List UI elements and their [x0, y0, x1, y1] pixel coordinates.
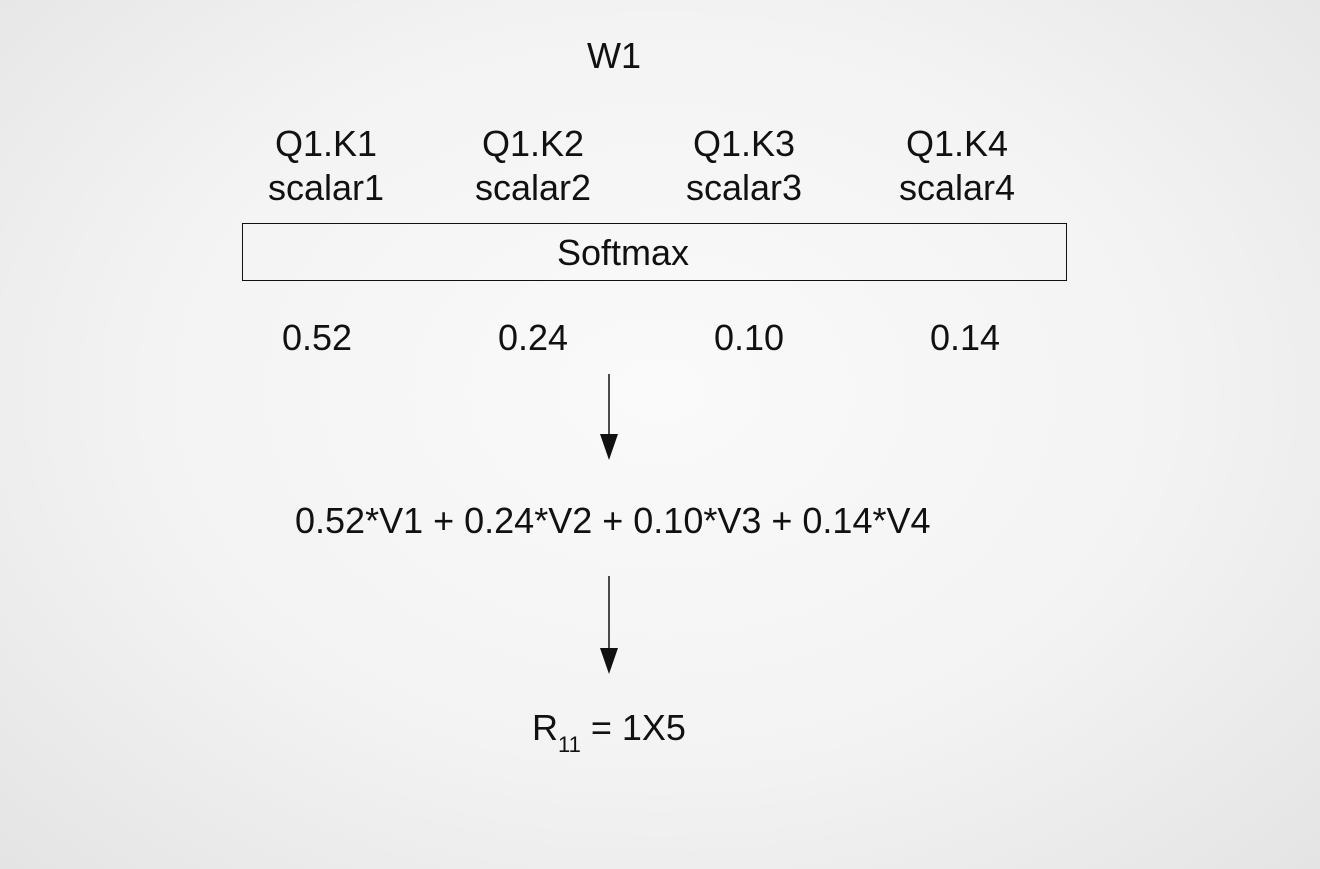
softmax-label: Softmax — [556, 232, 690, 273]
scalar-label: scalar2 — [474, 167, 592, 208]
scalar-label: scalar4 — [898, 167, 1016, 208]
result-dimension: = 1X5 — [580, 707, 686, 748]
down-arrow-icon — [600, 374, 618, 460]
result-symbol: R — [532, 707, 558, 748]
dot-product-column-2: Q1.K2 scalar2 — [433, 122, 633, 210]
scalar-label: scalar3 — [685, 167, 803, 208]
down-arrow-icon — [600, 576, 618, 674]
weighted-sum-expression: 0.52*V1 + 0.24*V2 + 0.10*V3 + 0.14*V4 — [295, 500, 931, 541]
diagram-title: W1 — [587, 35, 641, 76]
result-subscript: 11 — [558, 732, 581, 757]
dot-product-label: Q1.K3 — [692, 123, 796, 164]
dot-product-label: Q1.K2 — [481, 123, 585, 164]
softmax-weight-4: 0.14 — [929, 317, 1001, 358]
softmax-weight-3: 0.10 — [713, 317, 785, 358]
dot-product-label: Q1.K1 — [274, 123, 378, 164]
dot-product-label: Q1.K4 — [905, 123, 1009, 164]
softmax-weight-2: 0.24 — [497, 317, 569, 358]
dot-product-column-3: Q1.K3 scalar3 — [644, 122, 844, 210]
softmax-box: Softmax — [242, 223, 1067, 281]
dot-product-column-4: Q1.K4 scalar4 — [857, 122, 1057, 210]
result-expression: R11 = 1X5 — [532, 707, 686, 756]
dot-product-column-1: Q1.K1 scalar1 — [226, 122, 426, 210]
softmax-weight-1: 0.52 — [281, 317, 353, 358]
scalar-label: scalar1 — [267, 167, 385, 208]
